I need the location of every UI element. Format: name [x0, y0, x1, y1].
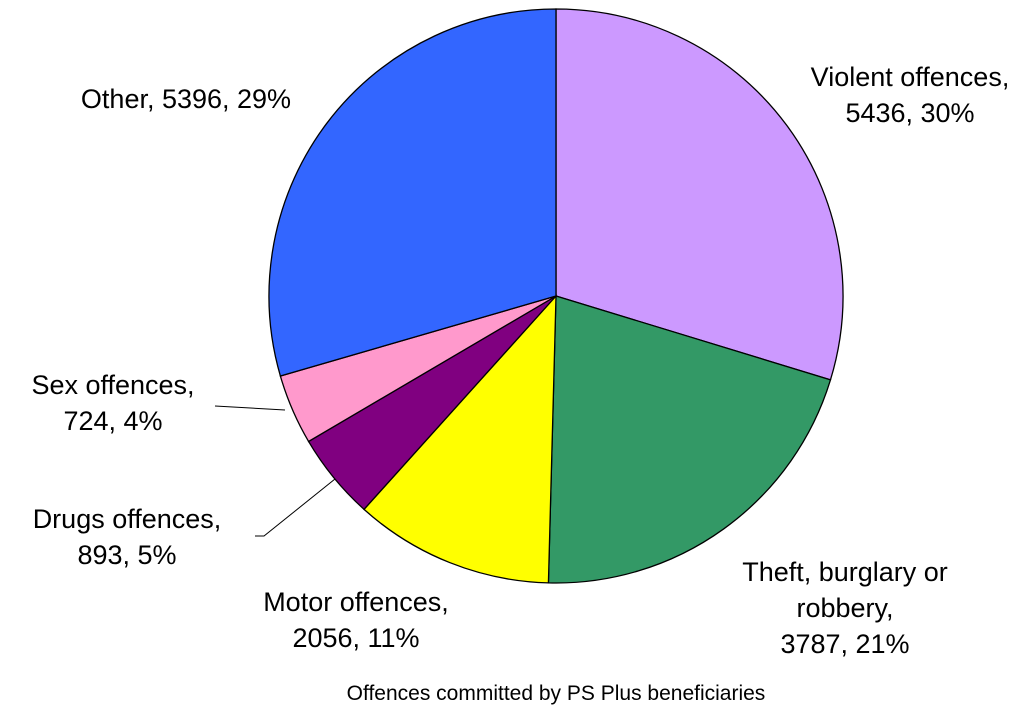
- slice-labels: Violent offences, 5436, 30% Theft, burglar…: [31, 62, 1009, 659]
- leader-line-drugs-offences: [255, 478, 336, 537]
- slice-other: [268, 8, 557, 377]
- slice-label-theft-burglary-or-robbery: Theft, burglary or robbery, 3787, 21%: [742, 557, 948, 659]
- slice-violent-offences: [555, 8, 844, 381]
- leader-line-sex-offences: [214, 405, 286, 411]
- slice-theft-burglary-or-robbery: [547, 295, 832, 584]
- leader-lines: [214, 405, 336, 537]
- chart-caption: Offences committed by PS Plus beneficiar…: [347, 682, 766, 705]
- pie-slices: [268, 8, 844, 584]
- slice-label-violent-offences: Violent offences, 5436, 30%: [811, 62, 1010, 128]
- slice-motor-offences: [363, 294, 557, 584]
- slice-label-drugs-offences: Drugs offences, 893, 5%: [33, 504, 222, 570]
- slice-label-motor-offences: Motor offences, 2056, 11%: [263, 587, 449, 653]
- slice-label-other: Other, 5396, 29%: [81, 84, 291, 114]
- slice-label-sex-offences: Sex offences, 724, 4%: [31, 370, 194, 436]
